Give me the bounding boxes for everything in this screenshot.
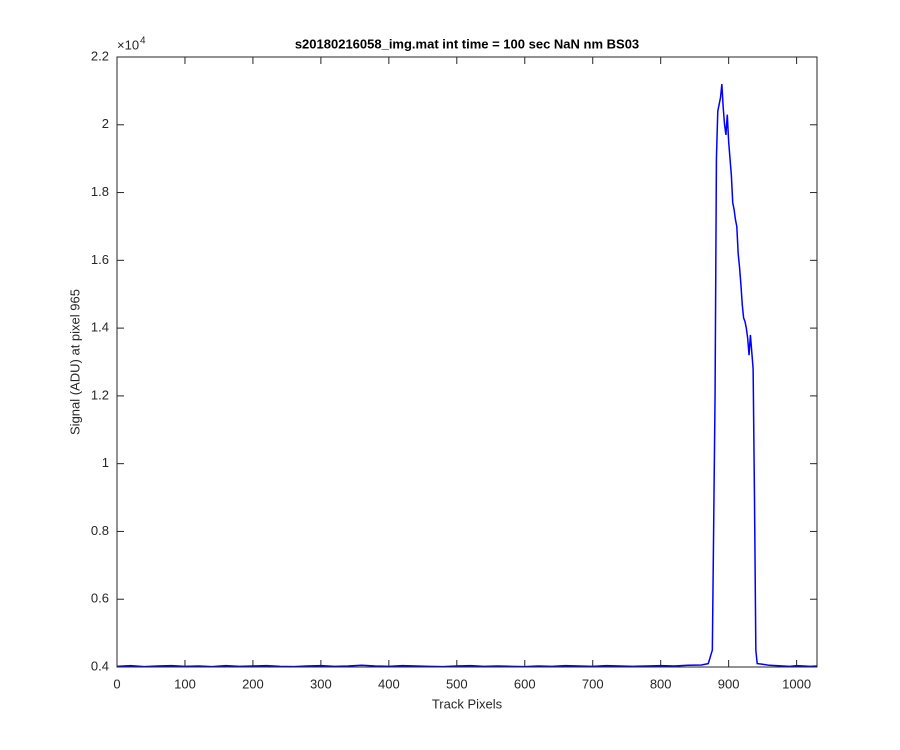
y-tick-label: 1.2 — [91, 387, 109, 402]
data-line — [116, 84, 818, 668]
x-tick-label: 600 — [514, 676, 536, 691]
y-multiplier-exponent: 4 — [140, 36, 146, 47]
x-tick-label: 0 — [113, 676, 120, 691]
y-tick-label: 2.2 — [91, 48, 109, 63]
y-tick-label: 1.6 — [91, 252, 109, 267]
y-tick-label: 0.6 — [91, 591, 109, 606]
x-axis-label: Track Pixels — [432, 696, 503, 711]
y-tick-label: 1.4 — [91, 320, 109, 335]
axes-box — [116, 56, 818, 668]
x-tick-label: 300 — [310, 676, 332, 691]
x-tick-label: 800 — [650, 676, 672, 691]
y-tick-label: 0.4 — [91, 658, 109, 673]
chart-title: s20180216058_img.mat int time = 100 sec … — [295, 36, 639, 51]
x-tick-label: 700 — [582, 676, 604, 691]
x-tick-label: 400 — [378, 676, 400, 691]
y-tick-label: 2 — [102, 116, 109, 131]
y-tick-label: 1 — [102, 455, 109, 470]
x-tick-label: 1000 — [782, 676, 811, 691]
x-tick-label: 100 — [174, 676, 196, 691]
y-multiplier: ×10 — [117, 37, 139, 52]
x-tick-label: 500 — [446, 676, 468, 691]
x-tick-label: 900 — [718, 676, 740, 691]
y-tick-label: 1.8 — [91, 184, 109, 199]
y-axis-label: Signal (ADU) at pixel 965 — [67, 289, 82, 435]
x-tick-label: 200 — [242, 676, 264, 691]
y-tick-label: 0.8 — [91, 523, 109, 538]
